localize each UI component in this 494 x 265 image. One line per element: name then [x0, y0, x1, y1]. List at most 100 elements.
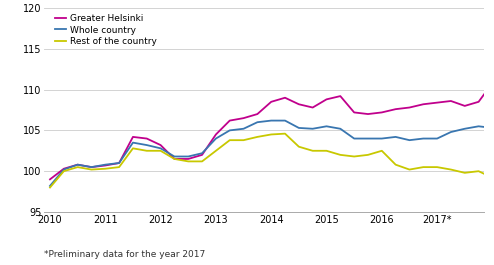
Greater Helsinki [61, 167, 67, 170]
Whole country [75, 163, 81, 166]
Rest of the country [61, 170, 67, 173]
Whole country [462, 127, 468, 130]
Greater Helsinki [407, 106, 412, 109]
Rest of the country [227, 139, 233, 142]
Rest of the country [476, 170, 482, 173]
Whole country [337, 127, 343, 130]
Rest of the country [185, 160, 191, 163]
Whole country [476, 125, 482, 128]
Line: Greater Helsinki: Greater Helsinki [50, 61, 494, 179]
Rest of the country [351, 155, 357, 158]
Whole country [144, 143, 150, 147]
Greater Helsinki [47, 178, 53, 181]
Whole country [434, 137, 440, 140]
Greater Helsinki [324, 98, 329, 101]
Whole country [158, 147, 164, 150]
Greater Helsinki [490, 81, 494, 85]
Greater Helsinki [420, 103, 426, 106]
Greater Helsinki [379, 111, 385, 114]
Whole country [199, 152, 205, 155]
Rest of the country [199, 160, 205, 163]
Whole country [130, 141, 136, 144]
Greater Helsinki [254, 112, 260, 116]
Rest of the country [254, 135, 260, 139]
Whole country [102, 163, 108, 166]
Rest of the country [324, 149, 329, 152]
Rest of the country [407, 168, 412, 171]
Whole country [490, 126, 494, 130]
Rest of the country [130, 147, 136, 150]
Rest of the country [462, 171, 468, 174]
Rest of the country [102, 167, 108, 170]
Greater Helsinki [158, 143, 164, 147]
Rest of the country [241, 139, 247, 142]
Whole country [420, 137, 426, 140]
Whole country [254, 121, 260, 124]
Whole country [47, 184, 53, 187]
Whole country [310, 127, 316, 130]
Greater Helsinki [144, 137, 150, 140]
Rest of the country [144, 149, 150, 152]
Whole country [324, 125, 329, 128]
Whole country [448, 130, 454, 134]
Whole country [296, 126, 302, 130]
Greater Helsinki [365, 112, 371, 116]
Whole country [88, 166, 94, 169]
Whole country [185, 155, 191, 158]
Rest of the country [296, 145, 302, 148]
Whole country [365, 137, 371, 140]
Greater Helsinki [227, 119, 233, 122]
Rest of the country [282, 132, 288, 135]
Greater Helsinki [75, 163, 81, 166]
Rest of the country [47, 186, 53, 189]
Greater Helsinki [351, 111, 357, 114]
Rest of the country [171, 157, 177, 161]
Rest of the country [379, 149, 385, 152]
Rest of the country [490, 176, 494, 179]
Greater Helsinki [241, 117, 247, 120]
Rest of the country [365, 153, 371, 156]
Whole country [241, 127, 247, 130]
Whole country [116, 161, 122, 165]
Whole country [282, 119, 288, 122]
Whole country [351, 137, 357, 140]
Line: Whole country: Whole country [50, 116, 494, 186]
Greater Helsinki [462, 104, 468, 108]
Greater Helsinki [199, 153, 205, 156]
Greater Helsinki [102, 164, 108, 167]
Rest of the country [434, 166, 440, 169]
Greater Helsinki [268, 100, 274, 103]
Greater Helsinki [213, 133, 219, 136]
Whole country [393, 135, 399, 139]
Rest of the country [337, 153, 343, 156]
Rest of the country [158, 149, 164, 152]
Greater Helsinki [476, 100, 482, 103]
Whole country [227, 129, 233, 132]
Rest of the country [213, 149, 219, 152]
Text: *Preliminary data for the year 2017: *Preliminary data for the year 2017 [44, 250, 206, 259]
Greater Helsinki [282, 96, 288, 99]
Whole country [379, 137, 385, 140]
Whole country [61, 168, 67, 171]
Whole country [171, 155, 177, 158]
Rest of the country [268, 133, 274, 136]
Whole country [407, 139, 412, 142]
Rest of the country [393, 163, 399, 166]
Greater Helsinki [116, 161, 122, 165]
Greater Helsinki [337, 95, 343, 98]
Rest of the country [310, 149, 316, 152]
Rest of the country [75, 166, 81, 169]
Greater Helsinki [171, 157, 177, 161]
Whole country [213, 137, 219, 140]
Line: Rest of the country: Rest of the country [50, 134, 494, 188]
Greater Helsinki [448, 99, 454, 103]
Rest of the country [116, 166, 122, 169]
Greater Helsinki [88, 166, 94, 169]
Greater Helsinki [296, 103, 302, 106]
Greater Helsinki [393, 108, 399, 111]
Greater Helsinki [130, 135, 136, 139]
Rest of the country [88, 168, 94, 171]
Whole country [268, 119, 274, 122]
Greater Helsinki [185, 157, 191, 161]
Legend: Greater Helsinki, Whole country, Rest of the country: Greater Helsinki, Whole country, Rest of… [53, 12, 158, 48]
